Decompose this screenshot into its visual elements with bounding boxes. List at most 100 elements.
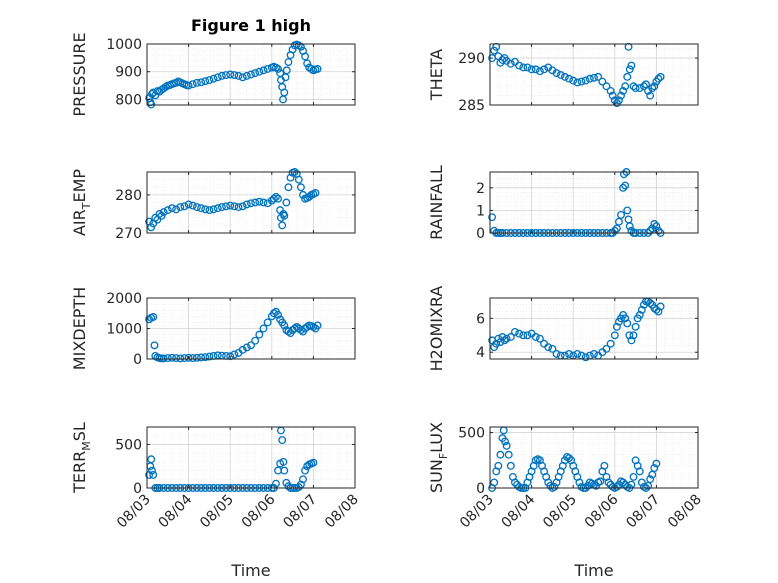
y-tick-label: 2 bbox=[476, 181, 485, 197]
data-point bbox=[500, 336, 509, 345]
data-point bbox=[511, 327, 519, 336]
data-point bbox=[251, 69, 260, 78]
y-axis-label-subscript: F bbox=[437, 453, 450, 459]
data-point bbox=[147, 100, 156, 109]
plot-area bbox=[490, 427, 698, 488]
y-tick-label: 0 bbox=[476, 481, 485, 497]
y-axis-label: SUNFLUX bbox=[427, 422, 450, 493]
data-point bbox=[155, 209, 164, 218]
x-axis-label-right: Time bbox=[573, 561, 613, 580]
data-point bbox=[565, 454, 573, 463]
figure-title: Figure 1 high bbox=[191, 16, 311, 35]
data-point bbox=[238, 73, 247, 82]
axes-box bbox=[489, 171, 699, 234]
data-point bbox=[226, 201, 235, 210]
data-point bbox=[272, 479, 280, 488]
data-point bbox=[623, 206, 632, 215]
data-point bbox=[596, 477, 605, 486]
data-point bbox=[639, 82, 648, 91]
y-tick-label: 1 bbox=[476, 203, 485, 219]
data-point bbox=[247, 341, 255, 350]
data-point bbox=[637, 305, 646, 314]
y-tick-label: 2000 bbox=[106, 291, 142, 307]
data-point bbox=[274, 310, 282, 319]
data-point bbox=[201, 205, 210, 214]
data-point bbox=[569, 76, 578, 85]
data-point bbox=[230, 202, 239, 211]
data-point bbox=[176, 354, 185, 363]
axes-box bbox=[146, 43, 356, 106]
data-point bbox=[217, 71, 226, 80]
data-point bbox=[184, 200, 193, 209]
data-point bbox=[494, 461, 503, 470]
y-tick-label: 0 bbox=[133, 352, 142, 368]
data-point bbox=[490, 478, 499, 487]
subplot-3: 270 280 AIRTEMP bbox=[70, 168, 356, 242]
data-point bbox=[286, 173, 295, 182]
data-point bbox=[242, 71, 251, 80]
data-point bbox=[280, 321, 289, 330]
y-tick-label: 1000 bbox=[106, 37, 142, 53]
data-point bbox=[282, 198, 291, 207]
y-axis-label-rest: LUX bbox=[427, 422, 446, 453]
y-tick-label: 280 bbox=[115, 188, 142, 204]
data-point bbox=[650, 82, 659, 91]
data-point bbox=[201, 353, 210, 362]
data-point bbox=[301, 52, 310, 61]
data-point bbox=[255, 67, 264, 76]
y-axis-label-main: SUN bbox=[427, 459, 446, 493]
y-tick-label: 500 bbox=[458, 426, 485, 442]
data-point bbox=[311, 189, 320, 197]
data-point bbox=[627, 226, 636, 235]
data-point bbox=[552, 349, 561, 358]
y-tick-label: 4 bbox=[476, 345, 485, 361]
data-point bbox=[272, 192, 280, 201]
subplot-2: 285 290 THETA bbox=[427, 42, 699, 114]
data-point bbox=[294, 175, 303, 184]
data-point bbox=[280, 88, 289, 97]
data-point bbox=[263, 318, 272, 327]
data-point bbox=[646, 91, 655, 100]
data-point bbox=[259, 198, 268, 207]
data-point bbox=[313, 65, 322, 73]
data-point bbox=[299, 475, 307, 484]
axes-box bbox=[489, 426, 699, 489]
data-point bbox=[506, 59, 515, 68]
data-point bbox=[631, 84, 640, 93]
data-point bbox=[251, 336, 260, 345]
y-axis-label: AIRTEMP bbox=[70, 169, 93, 236]
y-axis-label: H2OMIXRA bbox=[427, 286, 446, 372]
data-point bbox=[656, 72, 665, 81]
y-axis-label-rest: SL bbox=[70, 422, 89, 441]
data-point bbox=[259, 66, 268, 75]
data-point bbox=[498, 56, 507, 64]
axes-box bbox=[489, 43, 699, 106]
y-axis-label: RAINFALL bbox=[427, 165, 446, 240]
data-point bbox=[602, 344, 611, 353]
data-point bbox=[621, 181, 630, 190]
data-point bbox=[621, 314, 630, 323]
plot-area bbox=[147, 427, 355, 488]
data-point bbox=[594, 72, 603, 81]
data-point bbox=[627, 61, 636, 70]
data-point bbox=[149, 312, 158, 321]
data-point bbox=[180, 202, 189, 211]
data-point bbox=[213, 73, 222, 82]
y-tick-label: 0 bbox=[133, 481, 142, 497]
y-axis-label: PRESSURE bbox=[70, 32, 89, 116]
data-point bbox=[623, 72, 632, 81]
data-point bbox=[184, 81, 193, 90]
data-point bbox=[197, 353, 206, 362]
data-point bbox=[519, 63, 528, 72]
data-point bbox=[269, 194, 278, 203]
y-tick-label: 900 bbox=[115, 65, 142, 81]
axes-box bbox=[146, 426, 356, 489]
data-point bbox=[629, 331, 638, 340]
subplot-6: 4 6 H2OMIXRA bbox=[427, 286, 699, 372]
data-point bbox=[577, 77, 586, 86]
data-point bbox=[615, 96, 623, 105]
data-point bbox=[654, 226, 663, 235]
data-point bbox=[619, 183, 628, 192]
data-point bbox=[176, 203, 185, 212]
data-point bbox=[145, 315, 154, 324]
